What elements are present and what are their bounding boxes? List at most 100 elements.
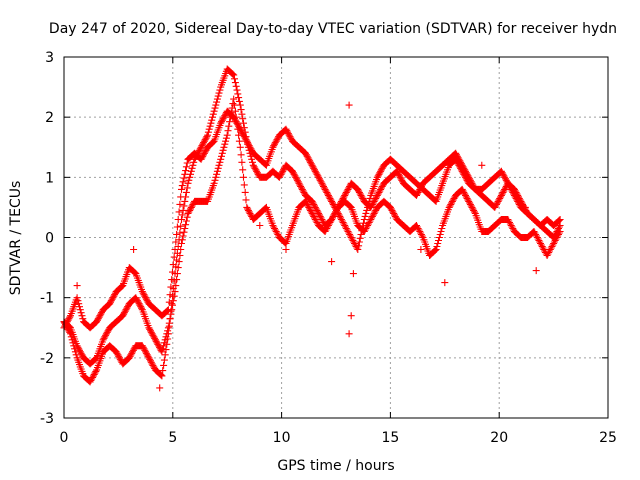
y-tick-label: -1 (40, 291, 54, 307)
data-point-trace-c (210, 179, 218, 187)
data-point-trace-b (366, 194, 374, 202)
data-point-trace-a (555, 225, 562, 232)
data-point-trace-b (346, 232, 354, 240)
data-point-trace-b (130, 268, 138, 276)
data-point-trace-c (372, 206, 380, 214)
data-point-trace-b (508, 187, 516, 195)
data-point-trace-c (188, 202, 196, 210)
data-point-trace-b (513, 196, 521, 204)
data-point-trace-b (341, 222, 349, 229)
data-point-trace-b (515, 199, 522, 207)
data-point-trace-c (555, 229, 563, 237)
data-point-trace-c (391, 212, 399, 220)
data-point-trace-b (177, 193, 185, 201)
data-point-trace-a (232, 82, 240, 90)
data-point-trace-a (371, 196, 379, 204)
data-point-trace-c (368, 214, 376, 222)
data-point-trace-b (357, 231, 365, 238)
data-point-trace-c (65, 322, 73, 330)
data-point-trace-c (468, 203, 476, 211)
data-point-trace-b (506, 182, 513, 190)
data-point-trace-b (324, 191, 332, 199)
data-point-trace-a (162, 346, 170, 354)
data-point-trace-c (214, 164, 222, 172)
data-point-trace-c (448, 197, 456, 205)
data-point-trace-a (160, 361, 168, 369)
data-point-trace-c (346, 203, 354, 211)
data-point-trace-c (245, 208, 253, 216)
data-point-trace-a (211, 104, 219, 112)
data-point-trace-a (290, 170, 298, 178)
data-point-trace-c (508, 223, 516, 231)
data-point-trace-a (92, 367, 100, 375)
data-point-trace-b (166, 291, 174, 299)
data-point-trace-b (239, 130, 247, 138)
data-point-trace-c (545, 249, 553, 256)
data-point-trace-b (285, 131, 293, 139)
data-point-trace-a (196, 145, 204, 153)
data-point-trace-a (199, 140, 207, 148)
data-point-trace-b (311, 166, 318, 174)
data-point-trace-b (138, 288, 146, 296)
data-point-trace-c (102, 330, 110, 338)
data-point-trace-a (129, 346, 137, 354)
data-point-trace-b (320, 182, 327, 190)
data-point-trace-a (233, 86, 241, 94)
data-point-trace-c (555, 231, 562, 238)
data-point-trace-c (306, 205, 314, 213)
data-point-trace-a (453, 151, 460, 159)
data-point-trace-c (312, 217, 320, 225)
data-point-trace-b (453, 157, 460, 165)
data-point-trace-a (116, 355, 124, 363)
data-point-trace-a (207, 119, 215, 127)
data-point-trace-b (217, 119, 225, 127)
data-point-trace-c (134, 298, 142, 306)
data-point-trace-c (413, 222, 420, 229)
data-point-trace-c (220, 143, 228, 151)
data-point-trace-c (327, 217, 335, 225)
data-point-trace-b (461, 172, 469, 180)
data-point-trace-b (503, 178, 511, 186)
data-point-trace-a (128, 349, 136, 357)
data-point-trace-b (93, 318, 101, 326)
data-point-trace-a (296, 181, 304, 189)
data-point-trace-c (544, 250, 552, 258)
data-point-trace-b (308, 161, 316, 169)
data-point-trace-b (75, 300, 83, 308)
data-point-trace-a (180, 202, 188, 210)
data-point-trace-c (234, 125, 242, 133)
data-point-trace-b (209, 139, 216, 147)
data-point-trace-a (204, 128, 212, 136)
data-point-trace-c (549, 241, 557, 249)
data-point-trace-c (187, 203, 195, 211)
data-point-trace-c (120, 310, 128, 318)
data-point-outliers (130, 246, 138, 253)
data-point-trace-c (164, 324, 172, 332)
data-point-trace-a (393, 167, 401, 175)
data-point-outliers (256, 222, 264, 229)
data-point-trace-c (145, 324, 153, 332)
data-point-trace-a (250, 163, 258, 171)
data-point-trace-c (330, 211, 338, 219)
data-point-trace-c (322, 226, 330, 234)
data-point-trace-b (499, 170, 507, 178)
data-point-trace-b (316, 176, 324, 184)
data-point-trace-c (123, 304, 131, 312)
data-point-trace-a (495, 196, 503, 204)
data-point-trace-c (230, 95, 238, 103)
data-point-trace-c (366, 217, 374, 225)
data-point-trace-b (219, 115, 227, 123)
data-point-trace-b (242, 136, 250, 144)
data-point-trace-a (299, 187, 307, 195)
data-point-trace-b (231, 115, 238, 123)
data-point-trace-b (556, 216, 564, 223)
data-point-trace-a (277, 170, 285, 178)
data-point-trace-a (395, 170, 403, 178)
data-point-trace-b (337, 214, 345, 222)
data-point-trace-b (273, 136, 281, 144)
data-point-trace-c (213, 170, 221, 178)
data-point-trace-a (143, 351, 151, 359)
data-point-trace-b (329, 199, 336, 207)
data-point-trace-a (147, 357, 154, 365)
data-point-trace-a (231, 79, 239, 87)
